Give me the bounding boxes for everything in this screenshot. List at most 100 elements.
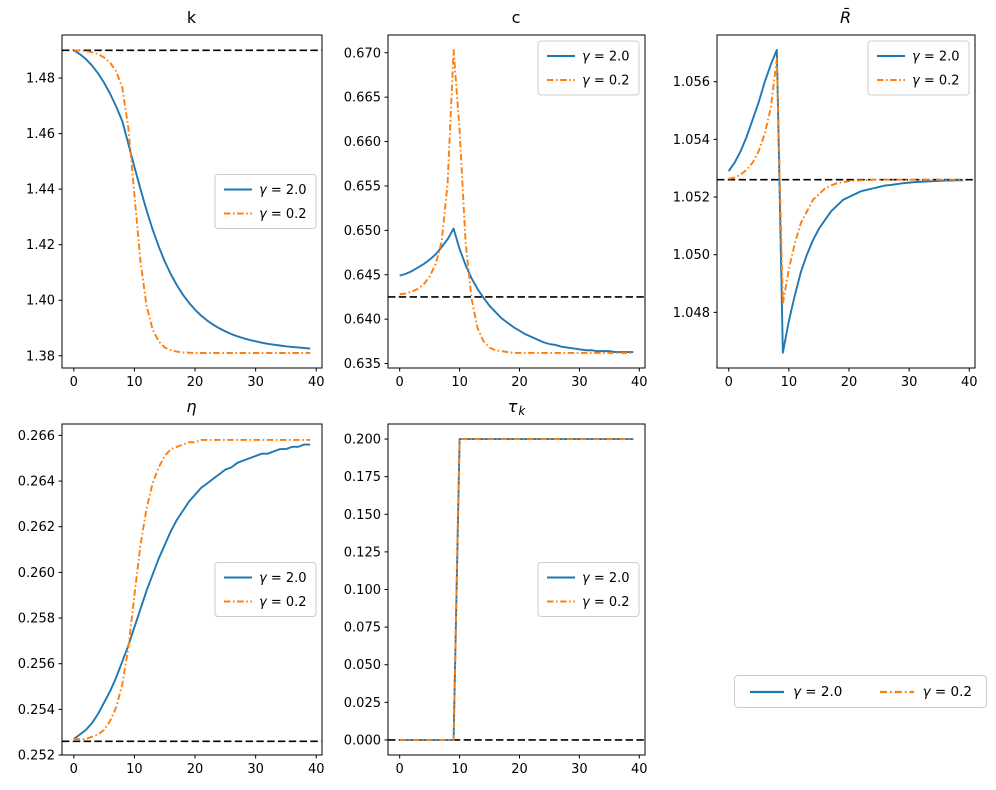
plot-legend: γ = 2.0 γ = 0.2 — [867, 40, 970, 96]
x-tick-label: 0 — [70, 762, 78, 777]
x-tick-label: 40 — [631, 375, 648, 390]
x-tick-label: 30 — [247, 762, 264, 777]
subplot-r-bar-title: R̄ — [717, 7, 975, 29]
legend-frame — [214, 174, 317, 229]
y-tick-label: 1.048 — [673, 306, 710, 321]
x-tick-label: 10 — [126, 375, 143, 390]
title-text: τ — [507, 397, 518, 416]
y-tick-label: 0.640 — [344, 313, 381, 328]
y-tick-label: 0.256 — [18, 657, 55, 672]
series-line-gamma-2.0 — [727, 49, 964, 354]
x-tick-label: 0 — [396, 375, 404, 390]
subplot-c: c 0.635 0.640 0.645 0.650 0.655 0.660 0.665 0.6… — [332, 5, 657, 400]
y-tick-label: 1.42 — [26, 238, 55, 253]
y-tick-label: 0.260 — [18, 566, 55, 581]
series-line-gamma-0.2 — [728, 57, 964, 305]
legend-frame — [214, 562, 317, 617]
legend-label: γ = 0.2 — [922, 683, 972, 700]
title-text: c — [511, 8, 521, 27]
series-line-gamma-0.2 — [73, 439, 311, 740]
axes-frame — [387, 34, 646, 369]
y-tick-label: 0.258 — [18, 612, 55, 627]
x-tick-label: 40 — [308, 762, 325, 777]
y-tick-label: 1.38 — [26, 349, 55, 364]
plot-legend: γ = 2.0 γ = 0.2 — [537, 40, 640, 96]
x-tick-label: 10 — [451, 762, 468, 777]
legend-label: γ = 0.2 — [582, 595, 630, 610]
legend-label: γ = 0.2 — [259, 595, 307, 610]
y-tick-label: 0.252 — [18, 749, 55, 764]
y-tick-label: 1.44 — [26, 183, 55, 198]
y-tick-label: 0.264 — [18, 475, 55, 490]
series-line-gamma-0.2 — [399, 438, 634, 741]
y-tick-label: 1.054 — [673, 133, 710, 148]
legend-frame — [537, 40, 640, 96]
figure-legend-entry: γ = 0.2 — [879, 684, 972, 700]
plot-legend: γ = 2.0 γ = 0.2 — [214, 174, 317, 229]
x-tick-label: 40 — [308, 375, 325, 390]
y-tick-label: 1.48 — [26, 72, 55, 87]
x-tick-label: 40 — [961, 375, 978, 390]
y-tick-label: 1.052 — [673, 191, 710, 206]
title-text: k — [186, 8, 197, 27]
title-text: R̄ — [839, 8, 852, 27]
legend-frame — [867, 40, 970, 96]
legend-label: γ = 0.2 — [912, 74, 960, 89]
y-tick-label: 0.665 — [344, 91, 381, 106]
y-tick-label: 0.025 — [344, 696, 381, 711]
series-line-gamma-2.0 — [73, 49, 311, 350]
x-tick-label: 30 — [247, 375, 264, 390]
y-tick-label: 0.660 — [344, 135, 381, 150]
x-tick-label: 20 — [511, 375, 528, 390]
y-tick-label: 0.655 — [344, 179, 381, 194]
y-tick-label: 0.266 — [18, 429, 55, 444]
y-tick-label: 1.056 — [673, 75, 710, 90]
y-tick-label: 0.262 — [18, 520, 55, 535]
legend-label: γ = 0.2 — [259, 207, 307, 222]
subplot-eta-canvas: 0.252 0.254 0.256 0.258 0.260 0.262 0.264 0.266… — [18, 423, 325, 777]
subplot-k-canvas: 1.38 1.40 1.42 1.44 1.46 1.48 0 10 20 30 40 γ = 2.0… — [26, 34, 325, 390]
subplot-tau-k-canvas: 0.000 0.025 0.050 0.075 0.100 0.125 0.150 0.175… — [344, 423, 648, 777]
plot-legend: γ = 2.0 γ = 0.2 — [214, 562, 317, 617]
x-tick-label: 20 — [511, 762, 528, 777]
y-tick-label: 0.125 — [344, 545, 381, 560]
x-tick-label: 20 — [841, 375, 858, 390]
legend-label: γ = 2.0 — [582, 50, 630, 65]
title-subscript: k — [518, 404, 526, 418]
subplot-eta: η 0.252 0.254 0.256 0.258 0.260 0.262 0.264 0.2… — [6, 394, 334, 787]
legend-label: γ = 2.0 — [259, 183, 307, 198]
series-line-gamma-0.2 — [399, 49, 634, 354]
y-tick-label: 0.650 — [344, 224, 381, 239]
y-tick-label: 0.670 — [344, 46, 381, 61]
y-tick-label: 0.000 — [344, 733, 381, 748]
x-tick-label: 10 — [781, 375, 798, 390]
axes-frame — [716, 34, 976, 369]
y-tick-label: 0.050 — [344, 658, 381, 673]
subplot-eta-title: η — [62, 396, 322, 418]
subplot-k: k 1.38 1.40 1.42 1.44 1.46 1.48 0 10 20 30 40 γ = 2… — [6, 5, 334, 400]
title-text: η — [186, 397, 197, 416]
x-tick-label: 0 — [70, 375, 78, 390]
legend-label: γ = 0.2 — [582, 74, 630, 89]
x-tick-label: 10 — [451, 375, 468, 390]
y-tick-label: 0.254 — [18, 703, 55, 718]
y-tick-label: 0.150 — [344, 508, 381, 523]
plot-legend: γ = 2.0 γ = 0.2 — [537, 562, 640, 617]
y-tick-label: 0.635 — [344, 357, 381, 372]
subplot-tau-k: τk 0.000 0.025 0.050 0.075 0.100 0.125 0.150 0.… — [332, 394, 657, 787]
y-tick-label: 0.645 — [344, 268, 381, 283]
y-tick-label: 0.175 — [344, 470, 381, 485]
y-tick-label: 0.075 — [344, 621, 381, 636]
x-tick-label: 30 — [571, 762, 588, 777]
x-tick-label: 40 — [631, 762, 648, 777]
x-tick-label: 20 — [187, 375, 204, 390]
x-tick-label: 30 — [901, 375, 918, 390]
legend-label: γ = 2.0 — [259, 571, 307, 586]
legend-label: γ = 2.0 — [793, 683, 843, 700]
subplot-r-bar: R̄ 1.048 1.050 1.052 1.054 1.056 0 10 20 30 40 γ =… — [661, 5, 987, 400]
legend-sample-line — [750, 690, 784, 693]
y-tick-label: 1.050 — [673, 248, 710, 263]
legend-label: γ = 2.0 — [912, 50, 960, 65]
axes-frame — [61, 34, 323, 369]
